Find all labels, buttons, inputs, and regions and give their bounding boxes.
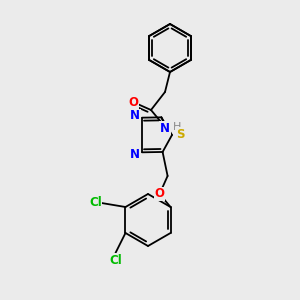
Text: Cl: Cl bbox=[89, 196, 102, 208]
Text: N: N bbox=[130, 148, 140, 161]
Text: S: S bbox=[176, 128, 184, 140]
Text: N: N bbox=[130, 109, 140, 122]
Text: Cl: Cl bbox=[109, 254, 122, 266]
Text: H: H bbox=[173, 122, 181, 132]
Text: O: O bbox=[154, 188, 165, 200]
Text: O: O bbox=[128, 95, 138, 109]
Text: N: N bbox=[160, 122, 170, 134]
